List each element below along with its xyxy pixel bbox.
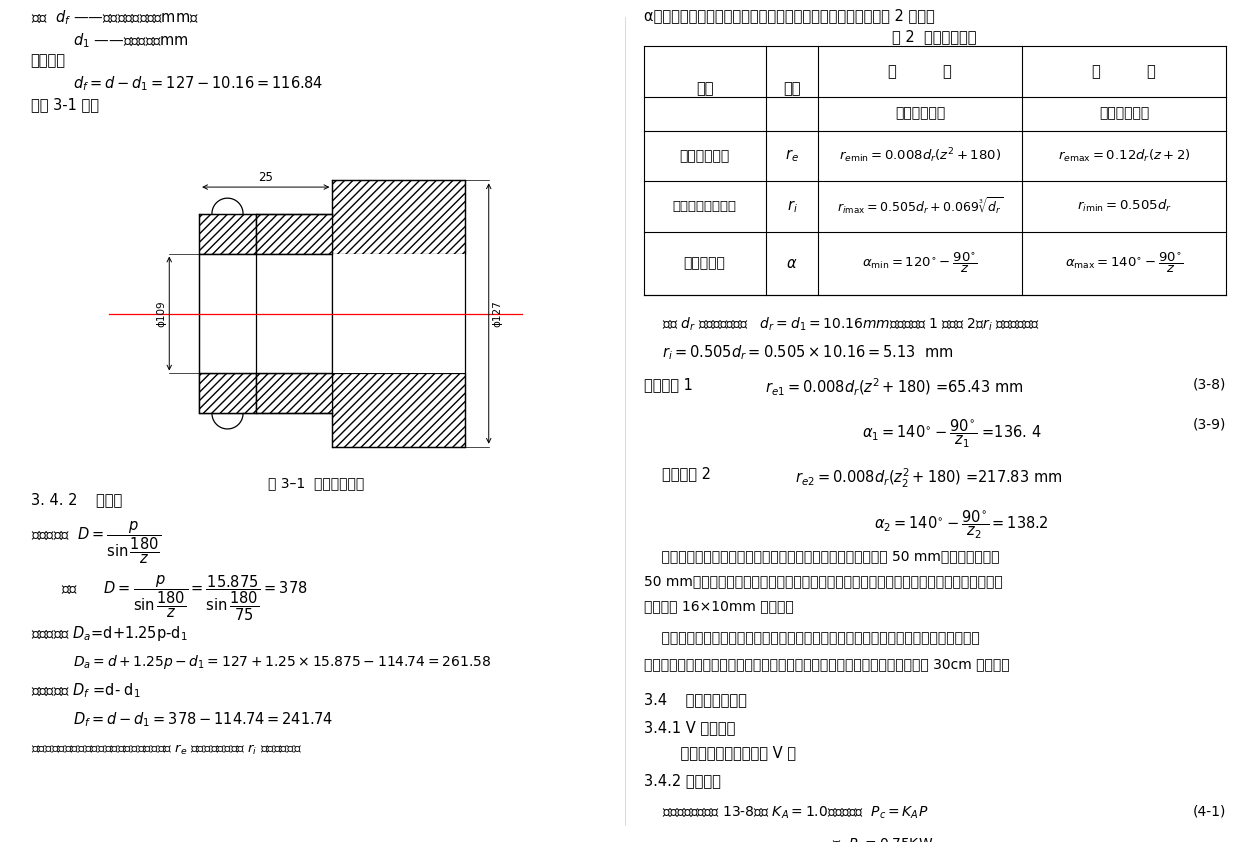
Text: 即：      $D = \dfrac{p}{\sin\dfrac{180}{z}} = \dfrac{15.875}{\sin\dfrac{180}{75}}: 即： $D = \dfrac{p}{\sin\dfrac{180}{z}} = … <box>61 573 307 622</box>
Text: $r_{e1} = 0.008d_r(z^2 + 180)$ =65.43 mm: $r_{e1} = 0.008d_r(z^2 + 180)$ =65.43 mm <box>765 377 1024 398</box>
Text: 最小齿槽形状: 最小齿槽形状 <box>1099 107 1149 120</box>
Bar <box>199 253 332 374</box>
Text: $D_f = d - d_1 = 378 - 114.74 = 241.74$: $D_f = d - d_1 = 378 - 114.74 = 241.74$ <box>73 711 333 729</box>
Text: 滚子定位圆弧半径: 滚子定位圆弧半径 <box>672 200 737 213</box>
Bar <box>199 374 256 413</box>
Text: 加工连轮还需要确定链轮的参数：齿侧圆弧半径 $r_e$ 滚子定位圆弧半径 $r_i$ 和滚子定位角: 加工连轮还需要确定链轮的参数：齿侧圆弧半径 $r_e$ 滚子定位圆弧半径 $r_… <box>31 743 302 757</box>
Text: 都应开有 16×10mm 的键槽。: 都应开有 16×10mm 的键槽。 <box>644 600 794 614</box>
Text: 3.4.2 设计功率: 3.4.2 设计功率 <box>644 773 721 788</box>
Text: 表 2  链轮打参数表: 表 2 链轮打参数表 <box>893 29 977 45</box>
Text: (3-9): (3-9) <box>1192 418 1226 432</box>
Text: $r_{e\min} = 0.008d_r(z^2+180)$: $r_{e\min} = 0.008d_r(z^2+180)$ <box>839 147 1002 165</box>
Text: 分度圆直径  $D = \dfrac{p}{\sin\dfrac{180}{z}}$: 分度圆直径 $D = \dfrac{p}{\sin\dfrac{180}{z}}… <box>31 520 161 567</box>
Text: $r_{i\max} = 0.505d_r + 0.069\sqrt[3]{d_r}$: $r_{i\max} = 0.505d_r + 0.069\sqrt[3]{d_… <box>837 196 1003 216</box>
Text: 齿侧圆弧半径: 齿侧圆弧半径 <box>680 149 729 163</box>
Text: (4-1): (4-1) <box>1192 805 1226 819</box>
Text: $r_{e\max} = 0.12d_r(z+2)$: $r_{e\max} = 0.12d_r(z+2)$ <box>1057 147 1191 164</box>
Text: 最大齿槽形状: 最大齿槽形状 <box>895 107 946 120</box>
Text: 3.4    带及带轮的设计: 3.4 带及带轮的设计 <box>644 692 747 707</box>
Text: $r_{e2} = 0.008d_r(z_2^2 + 180)$ =217.83 mm: $r_{e2} = 0.008d_r(z_2^2 + 180)$ =217.83… <box>795 466 1062 490</box>
Text: 计算得：: 计算得： <box>31 53 66 68</box>
Text: 得  $P_c = 0.75$KW: 得 $P_c = 0.75$KW <box>832 837 933 842</box>
Text: 齿根圆直径 $D_f$ =d- d$_1$: 齿根圆直径 $D_f$ =d- d$_1$ <box>31 681 140 700</box>
Text: ϕ109: ϕ109 <box>156 301 166 327</box>
Text: $D_a = d + 1.25p - d_1 = 127 + 1.25\times15.875 - 114.74 = 261.58$: $D_a = d + 1.25p - d_1 = 127 + 1.25\time… <box>73 653 491 671</box>
Text: 25: 25 <box>259 171 274 184</box>
Bar <box>332 253 465 374</box>
Text: 符号: 符号 <box>784 81 801 96</box>
Text: $\alpha_{\max} = 140^{\circ} - \dfrac{90^{\circ}}{z}$: $\alpha_{\max} = 140^{\circ} - \dfrac{90… <box>1065 251 1184 275</box>
Text: 名称: 名称 <box>696 81 713 96</box>
Text: 公          式: 公 式 <box>1092 64 1156 79</box>
Text: 计          算: 计 算 <box>888 64 952 79</box>
Text: 表中 $d_r$ 表示滚子外径，   $d_r = d_1 = 10.16mm$。对于链轮 1 和链轮 2，$r_i$ 都取最大值，: 表中 $d_r$ 表示滚子外径， $d_r = d_1 = 10.16mm$。对… <box>662 316 1040 333</box>
Text: 由于绿篱的高度不一样，为了使绿篱修剪机在不同的高度进行修剪工作，在链的传动设: 由于绿篱的高度不一样，为了使绿篱修剪机在不同的高度进行修剪工作，在链的传动设 <box>644 632 979 646</box>
Text: (3-8): (3-8) <box>1192 377 1226 392</box>
Text: 滚子定位角: 滚子定位角 <box>683 256 725 270</box>
Text: $r_i$: $r_i$ <box>786 198 797 215</box>
Text: 齿顶圆直径 $D_a$=d+1.25p-d$_1$: 齿顶圆直径 $D_a$=d+1.25p-d$_1$ <box>31 624 187 643</box>
Text: 如图 3-1 所示: 如图 3-1 所示 <box>31 97 99 112</box>
Text: 图 3–1  小链轮示意图: 图 3–1 小链轮示意图 <box>267 476 364 490</box>
Text: 50 mm）的通孔。根据轴的直径大小，查阅《实用机械设计手册》，两连轮和与其配合的轴: 50 mm）的通孔。根据轴的直径大小，查阅《实用机械设计手册》，两连轮和与其配合… <box>644 574 1003 589</box>
Text: 根据设计要求选择普通 V 带: 根据设计要求选择普通 V 带 <box>662 745 796 760</box>
Text: α。查阅机械设计手册，这三个参数均有一定的取值范围如下表 2 所示。: α。查阅机械设计手册，这三个参数均有一定的取值范围如下表 2 所示。 <box>644 8 935 24</box>
Bar <box>256 214 332 253</box>
Text: 根据工作情况由表 13-8，得 $K_A = 1.0$。则有公式  $P_c = K_A P$: 根据工作情况由表 13-8，得 $K_A = 1.0$。则有公式 $P_c = … <box>662 805 928 821</box>
Text: 置一个张紧链轮，以适应刀具在不同的高度中工作。刀具高度升降调整高度在 30cm 范围内。: 置一个张紧链轮，以适应刀具在不同的高度中工作。刀具高度升降调整高度在 30cm … <box>644 657 1009 671</box>
Text: $d_1$ ——滚子外径，mm: $d_1$ ——滚子外径，mm <box>73 31 189 50</box>
Text: 注：  $d_f$ ——链轮齿根圆直径，mm；: 注： $d_f$ ——链轮齿根圆直径，mm； <box>31 8 198 27</box>
Text: $r_i = 0.505d_r = 0.505\times10.16 = 5.13$  mm: $r_i = 0.505d_r = 0.505\times10.16 = 5.1… <box>662 344 953 362</box>
Text: $r_{i\min} = 0.505d_r$: $r_{i\min} = 0.505d_r$ <box>1077 198 1171 215</box>
Text: 对于链轮 2: 对于链轮 2 <box>662 466 711 482</box>
Text: $\alpha_1 = 140^{\circ} - \dfrac{90^{\circ}}{z_1}$ =136. 4: $\alpha_1 = 140^{\circ} - \dfrac{90^{\ci… <box>862 418 1041 450</box>
Text: $\alpha$: $\alpha$ <box>786 256 797 270</box>
Bar <box>332 374 465 446</box>
Text: ϕ127: ϕ127 <box>491 300 503 327</box>
Text: $\alpha_{\min} = 120^{\circ} - \dfrac{90^{\circ}}{z}$: $\alpha_{\min} = 120^{\circ} - \dfrac{90… <box>862 251 978 275</box>
Text: 为实现链轮与链轮轴的配合，两链轮都应在起中心开有直径为 50 mm（即轴的直径为: 为实现链轮与链轮轴的配合，两链轮都应在起中心开有直径为 50 mm（即轴的直径为 <box>644 549 999 563</box>
Text: 3. 4. 2    大链轮: 3. 4. 2 大链轮 <box>31 493 121 508</box>
Text: $d_f = d - d_1 = 127 - 10.16 = 116.84$: $d_f = d - d_1 = 127 - 10.16 = 116.84$ <box>73 74 323 93</box>
Text: 3.4.1 V 带的选择: 3.4.1 V 带的选择 <box>644 720 735 735</box>
Bar <box>256 374 332 413</box>
Bar <box>199 374 256 413</box>
Text: 对于链轮 1: 对于链轮 1 <box>644 377 692 392</box>
Bar <box>199 214 256 253</box>
Text: $\alpha_2 = 140^{\circ} - \dfrac{90^{\circ}}{z_2} = 138.2$: $\alpha_2 = 140^{\circ} - \dfrac{90^{\ci… <box>874 509 1049 541</box>
Bar <box>332 180 465 253</box>
Text: $r_e$: $r_e$ <box>785 147 799 164</box>
